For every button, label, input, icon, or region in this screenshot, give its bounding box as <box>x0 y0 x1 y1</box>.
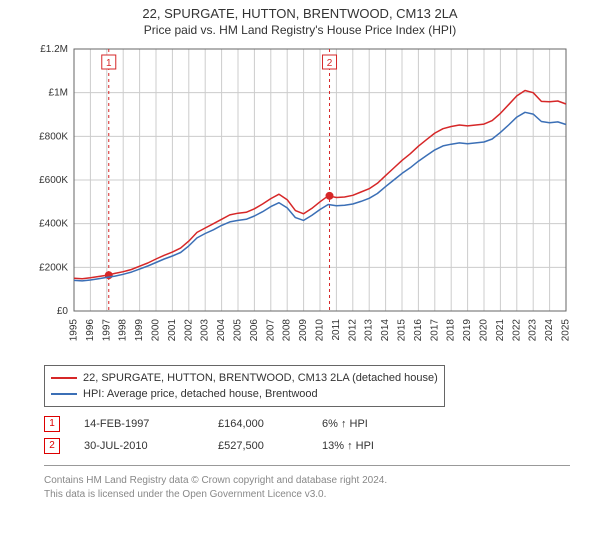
svg-text:2022: 2022 <box>511 319 522 342</box>
svg-text:1: 1 <box>106 58 112 69</box>
svg-text:2019: 2019 <box>462 319 473 342</box>
svg-text:2016: 2016 <box>413 319 424 342</box>
sale-marker-2: 2 <box>44 438 60 454</box>
footer-line-1: Contains HM Land Registry data © Crown c… <box>44 474 570 488</box>
svg-text:2002: 2002 <box>183 319 194 342</box>
svg-text:1996: 1996 <box>85 319 96 342</box>
legend: 22, SPURGATE, HUTTON, BRENTWOOD, CM13 2L… <box>44 365 445 407</box>
svg-text:2018: 2018 <box>446 319 457 342</box>
footer: Contains HM Land Registry data © Crown c… <box>44 474 570 501</box>
svg-text:2012: 2012 <box>347 319 358 342</box>
svg-text:2020: 2020 <box>479 319 490 342</box>
svg-text:2008: 2008 <box>282 319 293 342</box>
sale-hpi-1: 6% ↑ HPI <box>322 418 402 430</box>
svg-text:2001: 2001 <box>167 319 178 342</box>
svg-text:2003: 2003 <box>200 319 211 342</box>
svg-text:1998: 1998 <box>118 319 129 342</box>
footer-line-2: This data is licensed under the Open Gov… <box>44 488 570 502</box>
sales-table: 1 14-FEB-1997 £164,000 6% ↑ HPI 2 30-JUL… <box>44 413 570 457</box>
sale-hpi-2: 13% ↑ HPI <box>322 440 402 452</box>
svg-text:2: 2 <box>327 58 333 69</box>
svg-text:2000: 2000 <box>151 319 162 342</box>
svg-text:2006: 2006 <box>249 319 260 342</box>
svg-text:£600K: £600K <box>39 175 68 186</box>
svg-text:2025: 2025 <box>561 319 572 342</box>
sale-row-2: 2 30-JUL-2010 £527,500 13% ↑ HPI <box>44 435 570 457</box>
chart-area: £0 £200K £400K £600K £800K £1M £1.2M 1995 1996 19… <box>20 39 580 359</box>
svg-text:2021: 2021 <box>495 319 506 342</box>
svg-text:2007: 2007 <box>265 319 276 342</box>
svg-text:2014: 2014 <box>380 319 391 342</box>
svg-text:2015: 2015 <box>397 319 408 342</box>
sale-row-1: 1 14-FEB-1997 £164,000 6% ↑ HPI <box>44 413 570 435</box>
sale-price-1: £164,000 <box>218 418 298 430</box>
legend-label-hpi: HPI: Average price, detached house, Bren… <box>83 388 318 400</box>
svg-text:2013: 2013 <box>364 319 375 342</box>
svg-text:£200K: £200K <box>39 262 68 273</box>
legend-swatch-property <box>51 377 77 379</box>
svg-text:1999: 1999 <box>134 319 145 342</box>
svg-text:2009: 2009 <box>298 319 309 342</box>
svg-text:£800K: £800K <box>39 131 68 142</box>
sale-marker-1: 1 <box>44 416 60 432</box>
sale-price-2: £527,500 <box>218 440 298 452</box>
svg-text:£0: £0 <box>57 306 69 317</box>
line-chart-svg: £0 £200K £400K £600K £800K £1M £1.2M 1995 1996 19… <box>20 39 580 359</box>
svg-text:1995: 1995 <box>69 319 80 342</box>
legend-row-hpi: HPI: Average price, detached house, Bren… <box>51 386 438 402</box>
svg-text:1997: 1997 <box>101 319 112 342</box>
sale-date-1: 14-FEB-1997 <box>84 418 194 430</box>
svg-text:£1.2M: £1.2M <box>40 44 68 55</box>
legend-row-property: 22, SPURGATE, HUTTON, BRENTWOOD, CM13 2L… <box>51 370 438 386</box>
svg-text:2017: 2017 <box>429 319 440 342</box>
legend-label-property: 22, SPURGATE, HUTTON, BRENTWOOD, CM13 2L… <box>83 372 438 384</box>
svg-text:2004: 2004 <box>216 319 227 342</box>
svg-text:2023: 2023 <box>528 319 539 342</box>
legend-swatch-hpi <box>51 393 77 395</box>
svg-text:£1M: £1M <box>49 88 68 99</box>
svg-text:2005: 2005 <box>233 319 244 342</box>
title-line-1: 22, SPURGATE, HUTTON, BRENTWOOD, CM13 2L… <box>0 6 600 21</box>
svg-text:£400K: £400K <box>39 219 68 230</box>
sale-date-2: 30-JUL-2010 <box>84 440 194 452</box>
chart-container: 22, SPURGATE, HUTTON, BRENTWOOD, CM13 2L… <box>0 0 600 501</box>
title-line-2: Price paid vs. HM Land Registry's House … <box>0 23 600 37</box>
titles: 22, SPURGATE, HUTTON, BRENTWOOD, CM13 2L… <box>0 0 600 39</box>
svg-text:2011: 2011 <box>331 319 342 341</box>
separator <box>44 465 570 466</box>
svg-text:2024: 2024 <box>544 319 555 342</box>
svg-text:2010: 2010 <box>315 319 326 342</box>
